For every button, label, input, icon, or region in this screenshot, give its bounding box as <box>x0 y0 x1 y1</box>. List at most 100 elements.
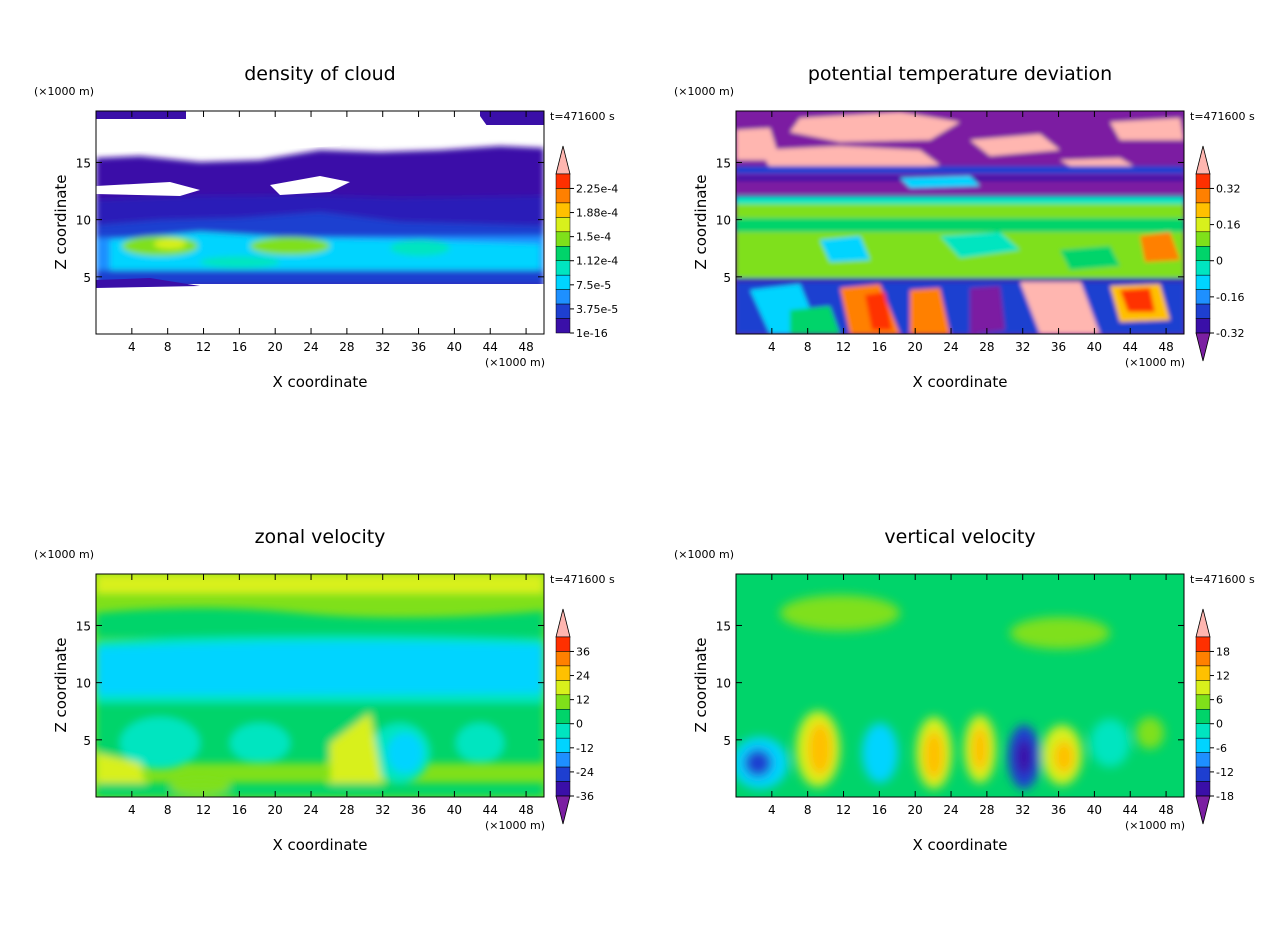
colorbar-label: -24 <box>576 766 594 779</box>
colorbar-label: 7.5e-5 <box>576 279 611 292</box>
x-tick-label: 20 <box>268 803 283 817</box>
chart-zonal-velocity-svg: zonal velocity (×1000 m) t=471600 s 4 8 12… <box>34 526 615 854</box>
x-tick-label: 16 <box>872 803 887 817</box>
x-unit-label: (×1000 m) <box>485 356 545 369</box>
x-tick-label: 4 <box>128 803 136 817</box>
y-axis-label: Z coordinate <box>692 174 710 269</box>
x-axis: 4 8 12 16 20 24 28 32 36 40 44 48 <box>128 574 534 817</box>
colorbar-segment <box>1195 709 1211 724</box>
x-tick-label: 40 <box>447 340 462 354</box>
x-axis-label: X coordinate <box>912 373 1007 391</box>
chart-panel-zonal-velocity: zonal velocity (×1000 m) t=471600 s 4 8 12… <box>0 463 640 926</box>
colorbar-segment <box>555 752 571 768</box>
colorbar-segment <box>555 289 571 305</box>
chart-title: vertical velocity <box>884 526 1035 548</box>
x-tick-label: 12 <box>196 803 211 817</box>
y-tick-label: 10 <box>76 214 91 228</box>
x-tick-label: 24 <box>303 340 318 354</box>
colorbar-segment <box>555 274 571 290</box>
colorbar-segment <box>555 766 571 782</box>
colorbar-segment <box>555 709 571 724</box>
colorbar-arrow-bottom <box>555 795 571 825</box>
colorbar-segment <box>555 173 571 189</box>
y-axis: 5 10 15 <box>76 156 544 285</box>
colorbar-label: 12 <box>1216 670 1230 683</box>
colorbar-arrow-top <box>1195 608 1211 638</box>
colorbar-label: -12 <box>1216 766 1234 779</box>
y-tick-label: 15 <box>76 156 91 170</box>
x-tick-label: 12 <box>836 803 851 817</box>
colorbar-label: 24 <box>576 670 590 683</box>
x-tick-label: 12 <box>836 340 851 354</box>
colorbar-arrow-bottom <box>1195 795 1211 825</box>
x-tick-label: 8 <box>804 803 812 817</box>
chart-vertical-velocity-svg: vertical velocity (×1000 m) t=471600 s 4… <box>674 526 1255 854</box>
heatmap-field <box>96 574 544 797</box>
y-tick-label: 10 <box>716 677 731 691</box>
colorbar-segment <box>1195 694 1211 710</box>
colorbar-label: 0 <box>576 718 583 731</box>
y-tick-label: 15 <box>716 619 731 633</box>
x-tick-label: 40 <box>447 803 462 817</box>
colorbar-label: 1e-16 <box>576 327 608 340</box>
x-tick-label: 20 <box>908 340 923 354</box>
plot-frame <box>95 110 545 335</box>
x-tick-label: 28 <box>339 340 354 354</box>
x-tick-label: 4 <box>128 340 136 354</box>
heatmap-field <box>96 111 544 334</box>
x-tick-label: 24 <box>943 340 958 354</box>
x-tick-label: 32 <box>1015 803 1030 817</box>
y-unit-label: (×1000 m) <box>674 548 734 561</box>
colorbar-segment <box>555 217 571 233</box>
colorbar-segment <box>1195 752 1211 768</box>
y-axis: 5 10 15 <box>716 619 1184 748</box>
colorbar-arrow-bottom <box>1195 332 1211 362</box>
colorbar-segment <box>1195 723 1211 739</box>
x-unit-label: (×1000 m) <box>1125 356 1185 369</box>
x-tick-label: 36 <box>1051 803 1066 817</box>
colorbar-segment <box>1195 680 1211 696</box>
colorbar-label: 3.75e-5 <box>576 303 618 316</box>
colorbar-label: 1.5e-4 <box>576 231 611 244</box>
colorbar-segment <box>555 723 571 739</box>
x-tick-label: 28 <box>979 803 994 817</box>
colorbar-segment <box>555 680 571 696</box>
y-tick-label: 10 <box>716 214 731 228</box>
colorbar-segment <box>1195 318 1211 334</box>
x-tick-label: 40 <box>1087 803 1102 817</box>
colorbar: 18 12 6 0 -6 -12 -18 <box>1195 608 1234 825</box>
colorbar-segment <box>1195 217 1211 233</box>
colorbar-segment <box>1195 303 1211 319</box>
x-tick-label: 12 <box>196 340 211 354</box>
x-axis-label: X coordinate <box>272 373 367 391</box>
heatmap-field <box>736 111 1184 334</box>
colorbar: 0.32 0.16 0 -0.16 -0.32 <box>1195 145 1244 362</box>
colorbar-segment <box>555 202 571 218</box>
x-tick-label: 20 <box>268 340 283 354</box>
colorbar-segment <box>1195 202 1211 218</box>
x-tick-label: 44 <box>483 340 498 354</box>
plot-frame <box>95 573 545 798</box>
y-tick-label: 5 <box>723 734 731 748</box>
colorbar-label: 2.25e-4 <box>576 182 618 195</box>
x-tick-label: 44 <box>483 803 498 817</box>
colorbar-label: 0 <box>1216 255 1223 268</box>
x-unit-label: (×1000 m) <box>485 819 545 832</box>
colorbar-segment <box>555 318 571 334</box>
chart-density-of-cloud-svg: density of cloud (×1000 m) t=471600 s <box>34 63 618 391</box>
colorbar-label: -6 <box>1216 742 1227 755</box>
colorbar-segment <box>555 231 571 247</box>
chart-panel-vertical-velocity: vertical velocity (×1000 m) t=471600 s 4… <box>640 463 1280 926</box>
y-tick-label: 5 <box>723 271 731 285</box>
x-tick-label: 48 <box>518 803 533 817</box>
x-tick-label: 8 <box>804 340 812 354</box>
colorbar-label: 6 <box>1216 694 1223 707</box>
colorbar-segment <box>1195 246 1211 261</box>
colorbar-segment <box>1195 231 1211 247</box>
colorbar-segment <box>555 737 571 753</box>
colorbar-segment <box>555 636 571 652</box>
colorbar-segment <box>555 665 571 681</box>
chart-title: density of cloud <box>244 63 396 85</box>
time-label: t=471600 s <box>1190 110 1255 123</box>
y-tick-label: 15 <box>76 619 91 633</box>
